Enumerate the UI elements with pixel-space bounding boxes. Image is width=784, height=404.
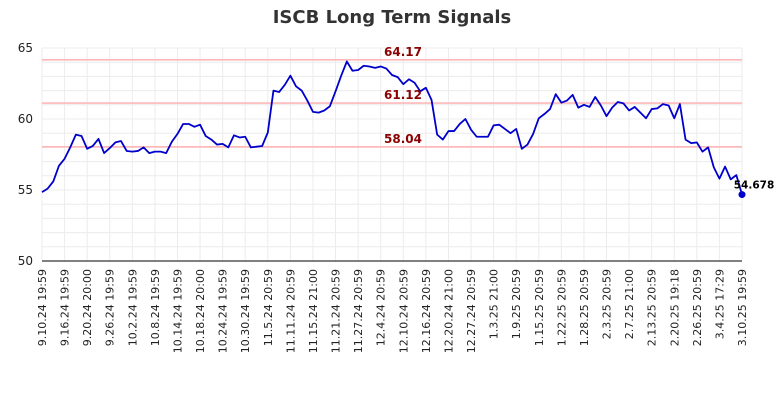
x-tick-label: 9.16.24 19:59 xyxy=(59,269,72,346)
y-tick-label: 55 xyxy=(18,183,33,197)
x-tick-label: 11.11.24 20:59 xyxy=(284,269,297,353)
x-tick-label: 12.20.24 21:00 xyxy=(442,269,455,353)
x-tick-label: 10.24.24 19:59 xyxy=(217,269,230,353)
x-tick-label: 11.15.24 21:00 xyxy=(307,269,320,353)
series-line xyxy=(41,60,743,195)
reference-line-label: 61.12 xyxy=(384,88,422,102)
x-tick-label: 1.9.25 20:59 xyxy=(510,269,523,339)
x-tick-label: 2.3.25 20:59 xyxy=(601,269,614,339)
series-layer xyxy=(41,60,746,199)
x-tick-label: 11.27.24 20:59 xyxy=(352,269,365,353)
x-tick-label: 12.10.24 20:59 xyxy=(397,269,410,353)
x-tick-label: 10.18.24 20:00 xyxy=(194,269,207,353)
x-tick-label: 1.3.25 21:00 xyxy=(488,269,501,339)
y-tick-label: 50 xyxy=(18,254,33,268)
reference-line-label: 64.17 xyxy=(384,45,422,59)
x-tick-label: 2.20.25 19:18 xyxy=(668,269,681,346)
x-tick-label: 3.4.25 17:29 xyxy=(713,269,726,339)
x-tick-label: 2.13.25 20:59 xyxy=(646,269,659,346)
x-tick-label: 1.22.25 20:59 xyxy=(555,269,568,346)
x-tick-label: 1.15.25 20:59 xyxy=(533,269,546,346)
last-point-marker xyxy=(738,191,746,199)
reference-lines xyxy=(42,58,742,148)
x-tick-label: 12.16.24 20:59 xyxy=(420,269,433,353)
x-tick-label: 3.10.25 19:59 xyxy=(736,269,749,346)
x-tick-label: 11.5.24 20:59 xyxy=(262,269,275,346)
x-tick-label: 11.21.24 20:59 xyxy=(330,269,343,353)
last-value-label: 54.678 xyxy=(734,180,775,192)
x-tick-label: 12.4.24 20:59 xyxy=(375,269,388,346)
y-tick-label: 60 xyxy=(18,112,33,126)
label-layer: 64.17 61.12 58.04 54.678 xyxy=(384,45,774,192)
y-tick-label: 65 xyxy=(18,41,33,55)
x-tick-label: 10.8.24 19:59 xyxy=(149,269,162,346)
axes: 50 55 60 65 9.10.24 19:59 9.16.24 19:59 9.20.2… xyxy=(18,41,749,353)
x-tick-label: 2.26.25 20:59 xyxy=(691,269,704,346)
x-tick-label: 10.30.24 19:59 xyxy=(239,269,252,353)
x-tick-label: 9.26.24 19:59 xyxy=(104,269,117,346)
chart-title: ISCB Long Term Signals xyxy=(272,7,512,28)
grid-layer xyxy=(41,47,743,262)
x-tick-label: 9.20.24 20:00 xyxy=(81,269,94,346)
x-tick-label: 10.2.24 19:59 xyxy=(126,269,139,346)
reference-line-label: 58.04 xyxy=(384,132,422,146)
x-tick-label: 9.10.24 19:59 xyxy=(36,269,49,346)
x-tick-label: 10.14.24 19:59 xyxy=(171,269,184,353)
x-tick-label: 2.7.25 21:00 xyxy=(623,269,636,339)
x-tick-label: 1.28.25 20:59 xyxy=(578,269,591,346)
x-tick-label: 12.27.24 20:59 xyxy=(465,269,478,353)
